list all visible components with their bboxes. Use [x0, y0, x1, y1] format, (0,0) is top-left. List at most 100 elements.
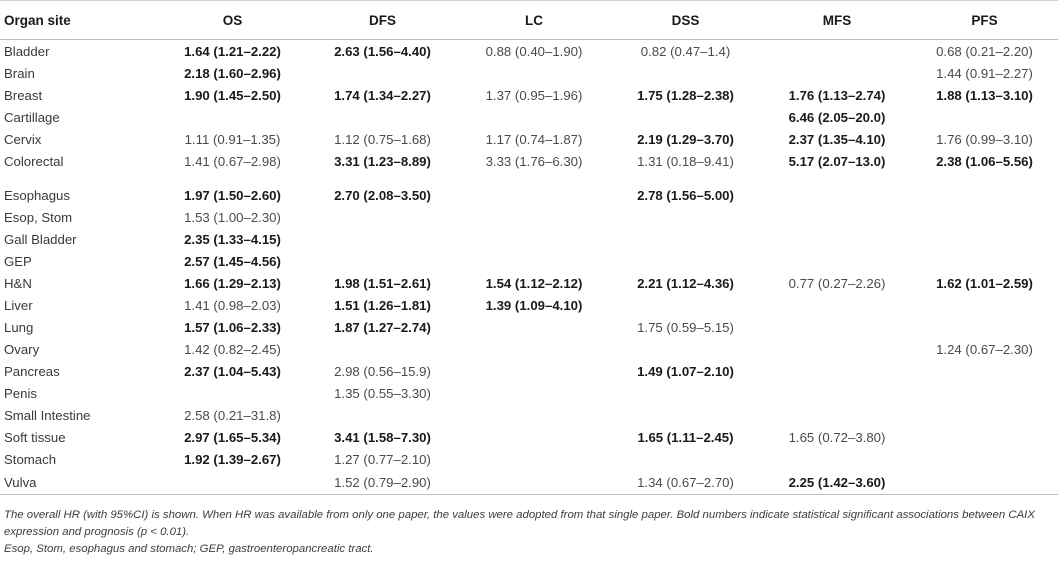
hr-cell: [460, 470, 608, 495]
table-row: Bladder 1.64 (1.21–2.22) 2.63 (1.56–4.40) 0…: [0, 40, 1058, 63]
hr-cell: [460, 448, 608, 470]
hr-cell: 2.98 (0.56–15.9): [334, 363, 431, 379]
hr-cell: 1.34 (0.67–2.70): [608, 470, 763, 495]
hr-cell: 2.19 (1.29–3.70): [637, 131, 734, 147]
hr-cell: 0.68 (0.21–2.20): [936, 43, 1033, 59]
hr-cell: [763, 294, 911, 316]
hr-cell: 2.25 (1.42–3.60): [763, 470, 911, 495]
hr-cell: 1.12 (0.75–1.68): [334, 131, 431, 147]
hr-cell: [763, 404, 911, 426]
hr-cell: [911, 250, 1058, 272]
header-mfs: MFS: [763, 0, 911, 40]
hr-cell: [305, 106, 460, 128]
hr-cell: [460, 382, 608, 404]
hr-cell: 0.88 (0.40–1.90): [485, 43, 583, 59]
hr-cell: 1.37 (0.95–1.96): [485, 87, 583, 103]
hr-cell: [608, 294, 763, 316]
table-footnote: The overall HR (with 95%CI) is shown. Wh…: [4, 507, 1049, 558]
hr-cell: 1.53 (1.00–2.30): [184, 209, 281, 225]
hr-cell: 2.35 (1.33–4.15): [184, 231, 281, 247]
hr-cell: 1.51 (1.26–1.81): [334, 297, 431, 313]
hr-cell: [911, 106, 1058, 128]
hr-cell: 2.21 (1.12–4.36): [637, 275, 734, 291]
hr-cell: [608, 228, 763, 250]
hr-cell: 3.31 (1.23–8.89): [334, 153, 431, 169]
organ-site-cell: GEP: [4, 253, 32, 269]
hr-cell: [160, 382, 305, 404]
hr-cell: [460, 106, 608, 128]
hr-cell: [460, 206, 608, 228]
hr-cell: 1.98 (1.51–2.61): [334, 275, 431, 291]
hr-cell: [460, 250, 608, 272]
organ-site-cell: Liver: [4, 297, 33, 313]
hr-cell: 1.42 (0.82–2.45): [184, 341, 281, 357]
hr-cell: [763, 316, 911, 338]
hr-cell: [763, 40, 911, 63]
table-row: Breast 1.90 (1.45–2.50) 1.74 (1.34–2.27) 1.…: [0, 84, 1058, 106]
hr-cell: [305, 62, 460, 84]
hr-cell: 1.75 (0.59–5.15): [637, 319, 734, 335]
table-row: Vulva 1.52 (0.79–2.90) 1.34 (0.67–2.70) 2.2…: [0, 470, 1058, 495]
header-lc: LC: [460, 0, 608, 40]
hr-cell: [763, 206, 911, 228]
hr-cell: [460, 404, 608, 426]
hr-cell: 1.75 (1.28–2.38): [637, 87, 734, 103]
hr-cell: [911, 316, 1058, 338]
hr-cell: [911, 448, 1058, 470]
hr-cell: [763, 338, 911, 360]
hr-cell: 2.58 (0.21–31.8): [184, 407, 281, 423]
hr-cell: [305, 206, 460, 228]
hr-cell: 1.41 (0.67–2.98): [184, 153, 281, 169]
hr-cell: [608, 338, 763, 360]
hr-cell: 1.27 (0.77–2.10): [334, 451, 431, 467]
hr-cell: [460, 62, 608, 84]
hr-cell: 0.77 (0.27–2.26): [788, 275, 886, 291]
table-row: Penis 1.35 (0.55–3.30): [0, 382, 1058, 404]
hr-cell: [911, 382, 1058, 404]
hr-cell: 5.17 (2.07–13.0): [788, 153, 886, 169]
hr-cell: 1.92 (1.39–2.67): [184, 451, 281, 467]
hr-cell: 1.65 (1.11–2.45): [637, 429, 734, 445]
header-row: Organ site OS DFS LC DSS MFS PFS: [0, 0, 1058, 40]
hr-cell: 1.88 (1.13–3.10): [936, 87, 1033, 103]
hr-cell: 1.24 (0.67–2.30): [936, 341, 1033, 357]
hr-cell: 2.37 (1.35–4.10): [788, 131, 886, 147]
organ-site-cell: Breast: [4, 87, 43, 103]
table-row: Ovary 1.42 (0.82–2.45) 1.24 (0.67–2.30): [0, 338, 1058, 360]
footnote-line-2: Esop, Stom, esophagus and stomach; GEP, …: [4, 543, 374, 555]
hr-cell: 1.39 (1.09–4.10): [485, 297, 583, 313]
table-row: Lung 1.57 (1.06–2.33) 1.87 (1.27–2.74) 1.75…: [0, 316, 1058, 338]
organ-site-cell: Esop, Stom: [4, 209, 73, 225]
organ-site-cell: Esophagus: [4, 187, 70, 203]
table-row: Esophagus 1.97 (1.50–2.60) 2.70 (2.08–3.50…: [0, 172, 1058, 206]
hr-cell: [763, 360, 911, 382]
table-row: Stomach 1.92 (1.39–2.67) 1.27 (0.77–2.10): [0, 448, 1058, 470]
table-row: Soft tissue 2.97 (1.65–5.34) 3.41 (1.58–7.…: [0, 426, 1058, 448]
hr-cell: 2.97 (1.65–5.34): [184, 429, 281, 445]
organ-site-cell: Penis: [4, 385, 37, 401]
hr-cell: 1.76 (1.13–2.74): [788, 87, 886, 103]
hr-cell: 1.66 (1.29–2.13): [184, 275, 281, 291]
hr-cell: 6.46 (2.05–20.0): [788, 109, 886, 125]
hr-cell: 1.74 (1.34–2.27): [334, 87, 431, 103]
hr-cell: [460, 338, 608, 360]
hr-cell: [608, 382, 763, 404]
hr-cell: [763, 172, 911, 206]
hr-cell: 1.35 (0.55–3.30): [334, 385, 431, 401]
hr-cell: [608, 250, 763, 272]
table-row: Colorectal 1.41 (0.67–2.98) 3.31 (1.23–8.8…: [0, 150, 1058, 172]
hr-cell: 1.90 (1.45–2.50): [184, 87, 281, 103]
table-row: Pancreas 2.37 (1.04–5.43) 2.98 (0.56–15.9)…: [0, 360, 1058, 382]
organ-site-cell: Colorectal: [4, 153, 64, 169]
hr-cell: 1.31 (0.18–9.41): [637, 153, 734, 169]
hr-cell: 0.82 (0.47–1.4): [640, 43, 731, 59]
hr-cell: [608, 448, 763, 470]
organ-site-cell: Stomach: [4, 451, 57, 467]
table-row: H&N 1.66 (1.29–2.13) 1.98 (1.51–2.61) 1.54 …: [0, 272, 1058, 294]
table-row: Gall Bladder 2.35 (1.33–4.15): [0, 228, 1058, 250]
hr-cell: 1.49 (1.07–2.10): [637, 363, 734, 379]
hr-cell: [460, 426, 608, 448]
hr-cell: [460, 316, 608, 338]
hr-cell: 2.38 (1.06–5.56): [936, 153, 1033, 169]
header-os: OS: [160, 0, 305, 40]
